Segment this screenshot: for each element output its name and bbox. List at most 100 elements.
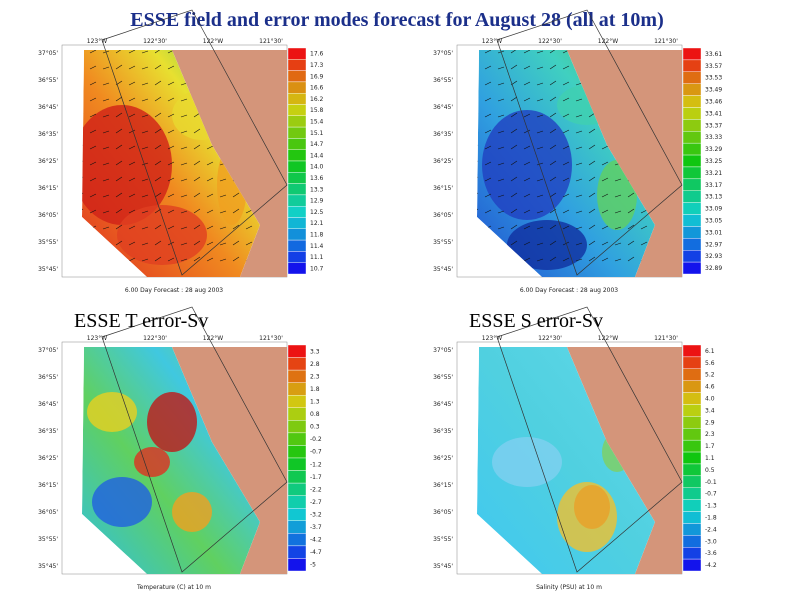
domain-outline bbox=[101, 306, 288, 573]
lat-label: 36°15' bbox=[38, 482, 58, 489]
velocity-arrow bbox=[206, 257, 214, 262]
velocity-arrow bbox=[484, 177, 492, 182]
velocity-arrow bbox=[549, 176, 557, 182]
colorbar-swatch bbox=[682, 428, 702, 441]
velocity-arrow bbox=[154, 112, 162, 118]
velocity-arrow bbox=[536, 82, 544, 86]
velocity-arrow bbox=[245, 225, 253, 230]
velocity-arrow bbox=[193, 144, 201, 150]
velocity-arrow bbox=[167, 113, 175, 118]
velocity-arrow bbox=[167, 65, 175, 70]
colorbar-swatch bbox=[287, 160, 307, 173]
lat-label: 36°45' bbox=[38, 104, 58, 111]
velocity-arrow bbox=[193, 128, 201, 134]
velocity-arrow bbox=[141, 50, 149, 54]
velocity-arrow bbox=[497, 66, 505, 70]
velocity-arrow bbox=[614, 226, 622, 230]
velocity-arrow bbox=[523, 145, 531, 150]
velocity-arrow bbox=[510, 96, 518, 102]
velocity-arrow bbox=[523, 129, 531, 134]
colorbar-label: 11.1 bbox=[310, 254, 324, 261]
colorbar-swatch bbox=[287, 357, 307, 371]
colorbar-swatch bbox=[682, 178, 702, 191]
velocity-arrow bbox=[206, 161, 214, 166]
lat-label: 36°45' bbox=[433, 401, 453, 408]
lat-label: 36°25' bbox=[38, 158, 58, 165]
velocity-arrow bbox=[167, 81, 175, 86]
field-blob bbox=[87, 392, 137, 432]
velocity-arrow bbox=[523, 241, 531, 246]
colorbar-label: 32.93 bbox=[705, 253, 722, 260]
velocity-arrow bbox=[523, 113, 531, 118]
velocity-arrow bbox=[193, 160, 201, 166]
velocity-arrow bbox=[128, 257, 136, 262]
panel-footer: 6.00 Day Forecast : 28 aug 2003 bbox=[125, 287, 223, 294]
velocity-arrow bbox=[89, 193, 97, 198]
colorbar-label: 33.49 bbox=[705, 87, 722, 94]
velocity-arrow bbox=[89, 50, 97, 54]
colorbar-label: 33.29 bbox=[705, 146, 722, 153]
velocity-arrow bbox=[167, 161, 175, 166]
velocity-arrow bbox=[497, 130, 505, 134]
lat-label: 36°05' bbox=[38, 509, 58, 516]
colorbar-label: -4.2 bbox=[705, 562, 717, 569]
velocity-arrow bbox=[232, 208, 240, 214]
colorbar-label: -0.1 bbox=[705, 479, 717, 486]
velocity-arrow bbox=[575, 226, 583, 230]
velocity-arrow bbox=[484, 50, 492, 54]
velocity-arrow bbox=[89, 177, 97, 182]
velocity-arrow bbox=[154, 160, 162, 166]
velocity-arrow bbox=[206, 241, 214, 246]
velocity-arrow bbox=[102, 66, 110, 70]
colorbar-swatch bbox=[287, 251, 307, 263]
colorbar-label: -2.2 bbox=[310, 486, 322, 493]
lon-label: 121°30' bbox=[259, 335, 283, 342]
colorbar-label: 13.3 bbox=[310, 186, 324, 193]
velocity-arrow bbox=[206, 209, 214, 214]
colorbar-label: 33.57 bbox=[705, 63, 722, 70]
velocity-arrow bbox=[245, 241, 253, 246]
velocity-arrow bbox=[89, 161, 97, 166]
colorbar-swatch bbox=[682, 95, 702, 108]
panel-footer: Temperature (C) at 10 m bbox=[136, 584, 211, 591]
velocity-arrow bbox=[549, 128, 557, 134]
velocity-arrow bbox=[115, 176, 123, 182]
velocity-arrow bbox=[167, 177, 175, 182]
lon-label: 122°W bbox=[598, 335, 618, 342]
lat-label: 35°55' bbox=[433, 239, 453, 246]
velocity-arrow bbox=[627, 208, 635, 214]
velocity-arrow bbox=[536, 130, 544, 134]
velocity-arrow bbox=[219, 226, 227, 230]
velocity-arrow bbox=[549, 256, 557, 262]
colorbar-swatch bbox=[682, 250, 702, 263]
colorbar-label: 33.09 bbox=[705, 206, 722, 213]
velocity-arrow bbox=[141, 226, 149, 230]
lon-label: 121°30' bbox=[654, 335, 678, 342]
velocity-arrow bbox=[115, 128, 123, 134]
velocity-arrow bbox=[640, 241, 648, 246]
velocity-arrow bbox=[523, 209, 531, 214]
velocity-arrow bbox=[588, 208, 596, 214]
colorbar-label: 33.01 bbox=[705, 229, 722, 236]
velocity-arrow bbox=[206, 145, 214, 150]
velocity-arrow bbox=[154, 96, 162, 102]
velocity-arrow bbox=[154, 144, 162, 150]
velocity-arrow bbox=[536, 162, 544, 166]
lon-label: 121°30' bbox=[654, 38, 678, 45]
velocity-arrow bbox=[102, 114, 110, 118]
velocity-arrow bbox=[484, 129, 492, 134]
velocity-arrow bbox=[510, 192, 518, 198]
velocity-arrow bbox=[141, 242, 149, 246]
lat-label: 36°25' bbox=[38, 455, 58, 462]
velocity-arrow bbox=[497, 178, 505, 182]
colorbar-swatch bbox=[287, 81, 307, 94]
velocity-arrow bbox=[141, 162, 149, 166]
velocity-arrow bbox=[484, 209, 492, 214]
lon-label: 122°30' bbox=[538, 38, 562, 45]
colorbar-label: 11.4 bbox=[310, 243, 324, 250]
colorbar-label: -4.7 bbox=[310, 549, 322, 556]
velocity-arrow bbox=[523, 161, 531, 166]
velocity-arrow bbox=[193, 208, 201, 214]
colorbar-swatch bbox=[682, 535, 702, 548]
velocity-arrow bbox=[575, 130, 583, 134]
